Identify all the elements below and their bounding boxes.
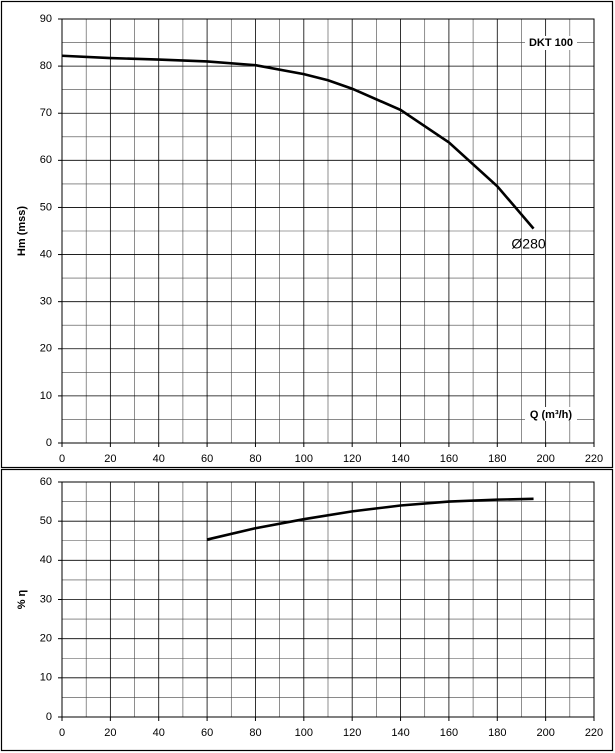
curve <box>206 497 534 541</box>
chart-label: DKT 100 <box>529 37 573 49</box>
y-tick-label: 60 <box>40 476 52 488</box>
x-tick-label: 180 <box>488 727 506 739</box>
y-axis-label: % η <box>16 589 28 609</box>
y-tick-label: 40 <box>40 248 52 260</box>
x-tick-label: 120 <box>343 727 361 739</box>
label-bg <box>525 407 577 421</box>
y-tick-label: 40 <box>40 554 52 566</box>
y-tick-label: 10 <box>40 672 52 684</box>
x-tick-label: 100 <box>295 727 313 739</box>
x-tick-label: 20 <box>104 727 116 739</box>
x-tick-label: 0 <box>59 453 65 465</box>
y-tick-label: 0 <box>46 711 52 723</box>
x-tick-label: 200 <box>536 453 554 465</box>
x-tick-label: 220 <box>585 727 603 739</box>
plot-border <box>61 18 595 444</box>
y-axis-label: Hm (mss) <box>16 206 28 256</box>
x-tick-label: 60 <box>201 727 213 739</box>
x-tick-label: 160 <box>440 727 458 739</box>
curve <box>61 54 535 230</box>
x-tick-label: 140 <box>391 727 409 739</box>
y-tick-label: 50 <box>40 515 52 527</box>
x-tick-label: 120 <box>343 453 361 465</box>
y-tick-label: 10 <box>40 390 52 402</box>
label-bg <box>525 36 577 50</box>
y-tick-label: 30 <box>40 296 52 308</box>
y-tick-label: 60 <box>40 154 52 166</box>
y-tick-label: 90 <box>40 13 52 25</box>
x-tick-label: 180 <box>488 453 506 465</box>
panel-frame <box>0 0 614 469</box>
x-tick-label: 80 <box>249 453 261 465</box>
y-tick-label: 20 <box>40 343 52 355</box>
curve-label: Ø280 <box>511 235 545 251</box>
x-tick-label: 160 <box>440 453 458 465</box>
y-tick-label: 0 <box>46 437 52 449</box>
y-tick-label: 70 <box>40 107 52 119</box>
x-tick-label: 200 <box>536 727 554 739</box>
panel-frame <box>0 468 614 752</box>
x-tick-label: 40 <box>153 727 165 739</box>
x-tick-label: 20 <box>104 453 116 465</box>
plot-border <box>61 481 595 718</box>
x-tick-label: 140 <box>391 453 409 465</box>
x-tick-label: 100 <box>295 453 313 465</box>
x-tick-label: 60 <box>201 453 213 465</box>
x-tick-label: 80 <box>249 727 261 739</box>
y-tick-label: 30 <box>40 593 52 605</box>
x-axis-label: Q (m³/h) <box>530 409 572 421</box>
x-tick-label: 40 <box>153 453 165 465</box>
x-tick-label: 0 <box>59 727 65 739</box>
y-tick-label: 20 <box>40 633 52 645</box>
x-tick-label: 220 <box>585 453 603 465</box>
y-tick-label: 50 <box>40 201 52 213</box>
y-tick-label: 80 <box>40 60 52 72</box>
